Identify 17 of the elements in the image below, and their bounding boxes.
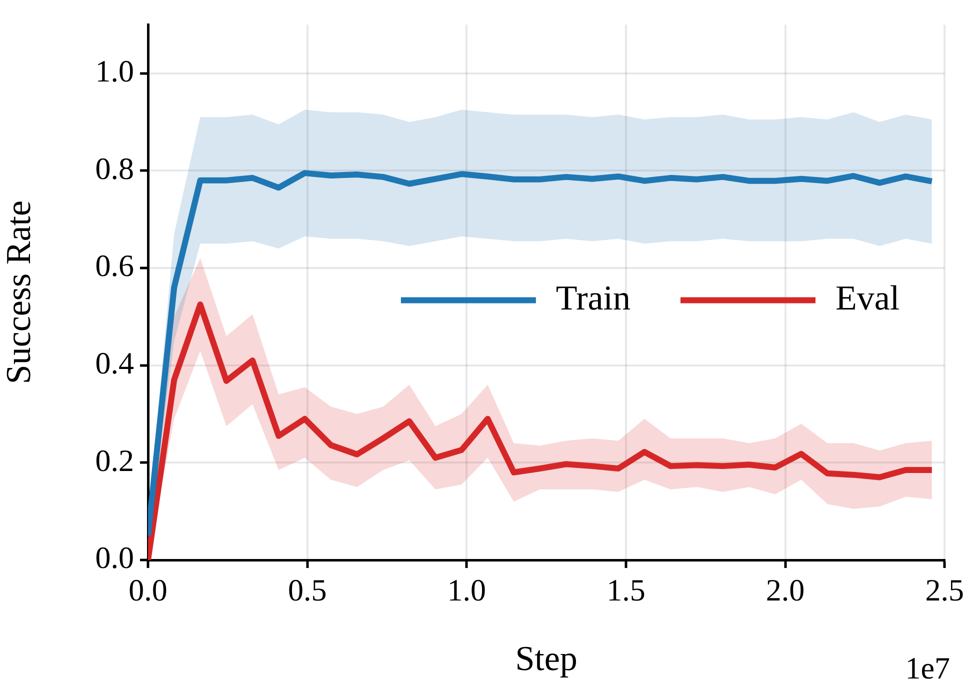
legend-label: Train [556, 278, 630, 318]
y-tick-label: 0.2 [95, 442, 134, 478]
y-tick-label: 0.6 [95, 248, 134, 284]
x-tick-label: 1.0 [447, 572, 486, 608]
y-tick-label: 0.8 [95, 150, 134, 186]
x-tick-label: 0.0 [128, 572, 168, 608]
legend-label: Eval [835, 278, 900, 318]
x-tick-label: 1.5 [606, 572, 646, 608]
x-tick-label: 2.5 [925, 572, 964, 608]
y-axis-title: Success Rate [0, 200, 38, 384]
text: 1e7 [905, 650, 950, 686]
x-tick-label: 0.5 [288, 572, 327, 608]
y-tick-label: 0.0 [95, 540, 134, 576]
x-axis-title: Step [515, 639, 578, 678]
x-tick-label: 2.0 [766, 572, 805, 608]
y-tick-label: 1.0 [95, 53, 134, 88]
y-tick-label: 0.4 [95, 345, 134, 380]
